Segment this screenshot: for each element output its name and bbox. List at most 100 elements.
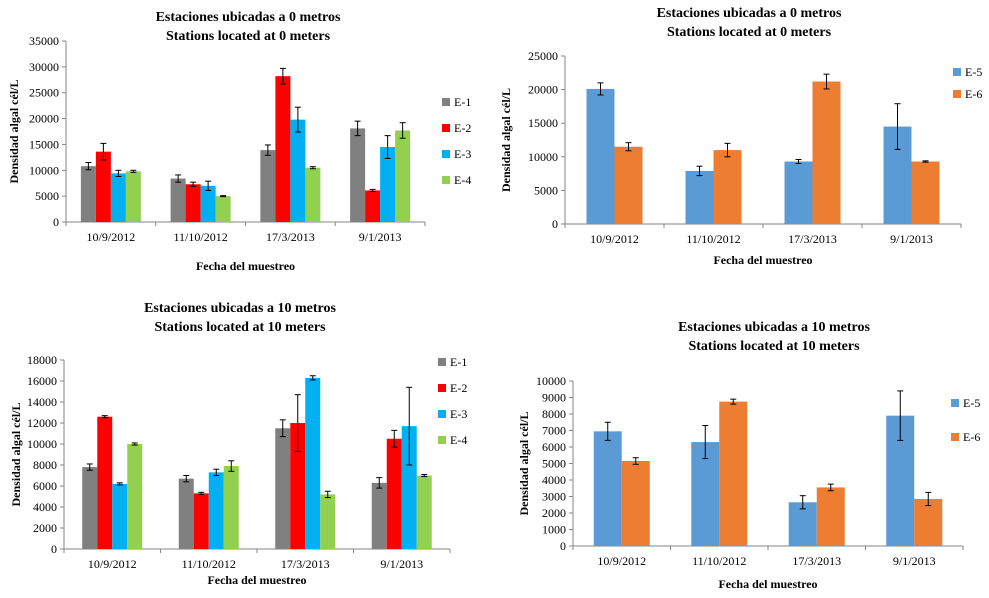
bar-e-2: [275, 76, 291, 222]
x-tick-label: 17/3/2013: [788, 232, 837, 246]
y-tick-label: 5000: [534, 183, 558, 197]
legend-label: E-1: [450, 355, 467, 369]
x-tick-label: 10/9/2012: [88, 557, 137, 571]
x-tick-label: 11/10/2012: [686, 232, 740, 246]
x-tick-label: 11/10/2012: [174, 230, 228, 244]
bar-e-3: [110, 173, 126, 222]
y-tick-label: 2000: [33, 521, 57, 535]
bar-e-1: [260, 150, 276, 222]
y-tick-label: 3000: [542, 490, 566, 504]
y-tick-label: 25000: [29, 86, 59, 100]
bar-e-5: [784, 161, 813, 224]
chart-surface-0m-e1-e4: Estaciones ubicadas a 0 metros Stations l…: [7, 10, 471, 273]
y-axis-label: Densidad algal cél/L: [7, 79, 21, 183]
chart-title-line: Estaciones ubicadas a 0 metros: [657, 6, 842, 21]
bar-e-2: [95, 151, 111, 222]
chart-surface-10m-e5-e6: Estaciones ubicadas a 10 metros Stations …: [517, 320, 980, 591]
chart-surface-0m-e5-e6: Estaciones ubicadas a 0 metros Stations l…: [499, 6, 982, 267]
bar-e-3: [208, 472, 224, 549]
x-axis-label: Fecha del muestreo: [718, 577, 817, 591]
y-tick-label: 6000: [33, 479, 57, 493]
bar-e-1: [170, 178, 186, 222]
bar-e-6: [914, 498, 943, 546]
bar-e-5: [788, 502, 817, 546]
x-tick-label: 17/3/2013: [281, 557, 330, 571]
bar-e-4: [223, 466, 239, 549]
bar-e-3: [290, 119, 306, 222]
bar-e-5: [586, 88, 615, 224]
y-tick-label: 8000: [33, 458, 57, 472]
y-tick-label: 10000: [29, 163, 59, 177]
bar-e-2: [386, 438, 402, 549]
legend-label: E-6: [963, 430, 980, 444]
bar-e-3: [401, 426, 417, 549]
chart-title-line: Estaciones ubicadas a 0 metros: [156, 10, 341, 25]
y-tick-label: 0: [53, 215, 59, 229]
y-tick-label: 15000: [528, 116, 558, 130]
x-tick-label: 9/1/2013: [890, 232, 933, 246]
y-tick-label: 15000: [29, 137, 59, 151]
bar-e-6: [713, 150, 742, 224]
y-axis-label: Densidad algal cél/L: [9, 402, 23, 506]
y-tick-label: 0: [51, 542, 57, 556]
y-tick-label: 10000: [536, 374, 566, 388]
chart-surface-10m-e1-e4: Estaciones ubicadas a 10 metros Stations …: [9, 301, 467, 587]
bar-e-1: [275, 428, 291, 549]
bar-e-3: [380, 147, 396, 222]
y-tick-label: 5000: [35, 189, 59, 203]
y-tick-label: 25000: [528, 49, 558, 63]
bar-e-4: [395, 130, 411, 222]
x-axis-label: Fecha del muestreo: [207, 573, 306, 587]
y-tick-label: 12000: [27, 416, 57, 430]
chart-title-line: Estaciones ubicadas a 10 metros: [144, 301, 336, 316]
legend-swatch-e-4: [438, 436, 446, 444]
x-tick-label: 9/1/2013: [893, 554, 936, 568]
legend-label: E-4: [454, 173, 471, 187]
legend-swatch-e-6: [953, 90, 961, 98]
x-tick-label: 11/10/2012: [182, 557, 236, 571]
y-tick-label: 30000: [29, 60, 59, 74]
bar-e-4: [320, 494, 336, 549]
y-tick-label: 5000: [542, 457, 566, 471]
bar-e-6: [614, 146, 643, 224]
x-axis-label: Fecha del muestreo: [196, 259, 295, 273]
chart-title-line: Stations located at 0 meters: [166, 29, 331, 44]
y-tick-label: 8000: [542, 407, 566, 421]
legend-label: E-5: [965, 65, 982, 79]
legend-swatch-e-5: [953, 68, 961, 76]
bar-e-4: [125, 171, 141, 222]
x-axis-label: Fecha del muestreo: [713, 253, 812, 267]
bar-e-5: [691, 442, 720, 546]
y-tick-label: 2000: [542, 506, 566, 520]
bar-e-4: [305, 167, 321, 222]
bar-e-2: [193, 493, 209, 549]
bar-e-6: [621, 461, 650, 546]
x-tick-label: 10/9/2012: [597, 554, 646, 568]
y-tick-label: 16000: [27, 374, 57, 388]
bar-e-2: [185, 184, 201, 222]
x-tick-label: 10/9/2012: [87, 230, 136, 244]
bar-e-2: [290, 423, 306, 549]
bar-e-5: [685, 170, 714, 224]
x-tick-label: 17/3/2013: [266, 230, 315, 244]
legend-swatch-e-3: [442, 150, 450, 158]
bar-e-3: [112, 483, 128, 549]
bar-e-4: [127, 444, 143, 549]
y-tick-label: 7000: [542, 424, 566, 438]
bar-e-3: [305, 377, 321, 549]
bar-e-3: [200, 185, 216, 222]
legend-label: E-3: [454, 147, 471, 161]
bar-e-1: [82, 467, 98, 549]
x-tick-label: 9/1/2013: [359, 230, 402, 244]
chart-title-line: Stations located at 10 meters: [688, 339, 860, 354]
legend-label: E-2: [454, 121, 471, 135]
legend-swatch-e-2: [438, 384, 446, 392]
y-tick-label: 20000: [528, 83, 558, 97]
bar-e-4: [215, 196, 231, 222]
legend-swatch-e-1: [438, 358, 446, 366]
bar-e-5: [593, 431, 622, 546]
legend-label: E-5: [963, 396, 980, 410]
y-axis-label: Densidad algal cél/L: [517, 411, 531, 515]
chart-title-line: Stations located at 10 meters: [154, 320, 326, 335]
